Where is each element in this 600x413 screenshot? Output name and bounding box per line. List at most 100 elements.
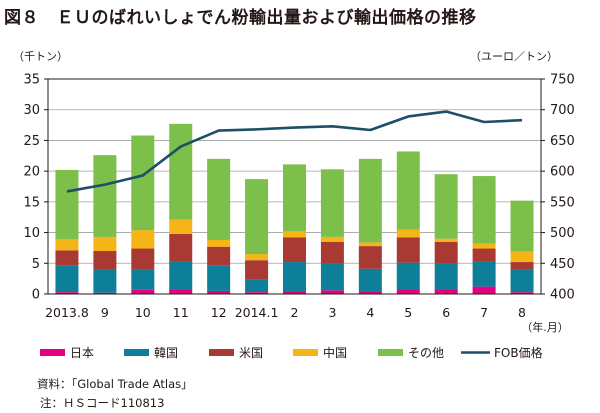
left-tick-label: 15 [23, 195, 40, 210]
bar-segment [472, 248, 496, 262]
right-tick-label: 450 [550, 257, 575, 272]
legend-label: 米国 [239, 346, 263, 360]
bar-segment [320, 241, 344, 264]
bar-segment [207, 265, 231, 291]
bar-segment [396, 262, 420, 290]
bar-segment [283, 237, 306, 263]
x-tick-label: 2 [291, 305, 299, 320]
bar-segment [283, 291, 306, 294]
bar-segment [472, 261, 496, 287]
bar-segment [434, 238, 458, 242]
right-tick-label: 700 [550, 103, 575, 118]
legend-label: FOB価格 [494, 345, 543, 360]
legend-swatch [293, 349, 318, 356]
bar-segment [283, 231, 306, 238]
bar-segment [207, 239, 231, 247]
right-tick-label: 650 [550, 134, 575, 149]
legend: 日本 韓国 米国 中国 その他 FOB価格 [40, 345, 543, 360]
bar-segment [131, 289, 155, 294]
bar-segment [472, 243, 496, 249]
bar-segment [245, 260, 269, 280]
left-axis-unit: （千トン） [13, 50, 68, 63]
left-tick-label: 5 [32, 257, 40, 272]
bar-segment [358, 246, 382, 269]
hs-code-note: 注：ＨＳコード110813 [40, 396, 165, 410]
bar-segment [131, 135, 155, 231]
x-axis-unit: （年.月） [521, 320, 569, 334]
bar-segment [245, 279, 269, 293]
x-tick-label: 2014.1 [235, 305, 279, 320]
right-tick-label: 750 [550, 73, 575, 88]
stacked-bars [55, 123, 534, 294]
bar-segment [396, 151, 420, 230]
bar-segment [283, 164, 306, 232]
bar-segment [93, 155, 117, 237]
bar-segment [169, 233, 193, 262]
bar-segment [358, 291, 382, 294]
bar-segment [510, 292, 534, 294]
bar-segment [131, 230, 155, 249]
right-tick-label: 550 [550, 195, 575, 210]
x-tick-label: 8 [518, 305, 526, 320]
bar-segment [396, 237, 420, 263]
bar-segment [283, 262, 306, 292]
bar-segment [55, 169, 79, 240]
x-tick-label: 11 [173, 305, 189, 320]
axes: 05101520253035400450500550600650700750（千… [13, 50, 575, 334]
x-tick-label: 5 [404, 305, 412, 320]
chart-title: 図８ ＥＵのばれいしょでん粉輸出量および輸出価格の推移 [4, 8, 477, 28]
legend-swatch [124, 349, 149, 356]
x-tick-label: 9 [101, 305, 109, 320]
bar-segment [396, 289, 420, 294]
x-tick-label: 7 [480, 305, 488, 320]
bar-segment [93, 292, 117, 294]
right-tick-label: 500 [550, 226, 575, 241]
bar-segment [207, 246, 231, 266]
bar-segment [358, 268, 382, 292]
bar-segment [245, 179, 269, 255]
bar-segment [207, 290, 231, 294]
bar-segment [55, 292, 79, 294]
bar-segment [358, 242, 382, 247]
bar-segment [245, 292, 269, 294]
bar-segment [93, 269, 117, 293]
legend-label: 中国 [323, 345, 347, 360]
legend-swatch [40, 349, 65, 356]
bar-segment [396, 229, 420, 238]
left-tick-label: 30 [23, 103, 40, 118]
bar-segment [169, 219, 193, 234]
bar-segment [510, 200, 534, 252]
bar-segment [320, 290, 344, 294]
left-tick-label: 25 [23, 134, 40, 149]
left-tick-label: 35 [23, 73, 40, 88]
x-tick-label: 3 [328, 305, 336, 320]
x-tick-label: 10 [135, 305, 151, 320]
bar-segment [169, 261, 193, 290]
bar-segment [434, 263, 458, 290]
bar-segment [55, 239, 79, 251]
left-tick-label: 20 [23, 165, 40, 180]
bar-segment [320, 169, 344, 237]
bar-segment [358, 158, 382, 243]
right-axis-unit: （ユーロ／トン） [470, 50, 558, 63]
legend-swatch [209, 349, 234, 356]
fob-price-polyline [66, 110, 523, 193]
bar-segment [320, 236, 344, 242]
x-tick-label: 6 [442, 305, 450, 320]
legend-label: 日本 [70, 346, 94, 360]
fob-price-line [66, 110, 523, 193]
bar-segment [245, 254, 269, 261]
bar-segment [55, 250, 79, 266]
legend-label: その他 [408, 346, 444, 360]
bar-segment [434, 241, 458, 264]
bar-segment [510, 269, 534, 293]
bar-segment [434, 174, 458, 239]
bar-segment [131, 248, 155, 270]
legend-swatch [378, 349, 403, 356]
left-tick-label: 10 [23, 226, 40, 241]
bar-segment [131, 269, 155, 290]
right-tick-label: 600 [550, 165, 575, 180]
plot-frame [47, 78, 542, 295]
right-tick-label: 400 [550, 288, 575, 303]
